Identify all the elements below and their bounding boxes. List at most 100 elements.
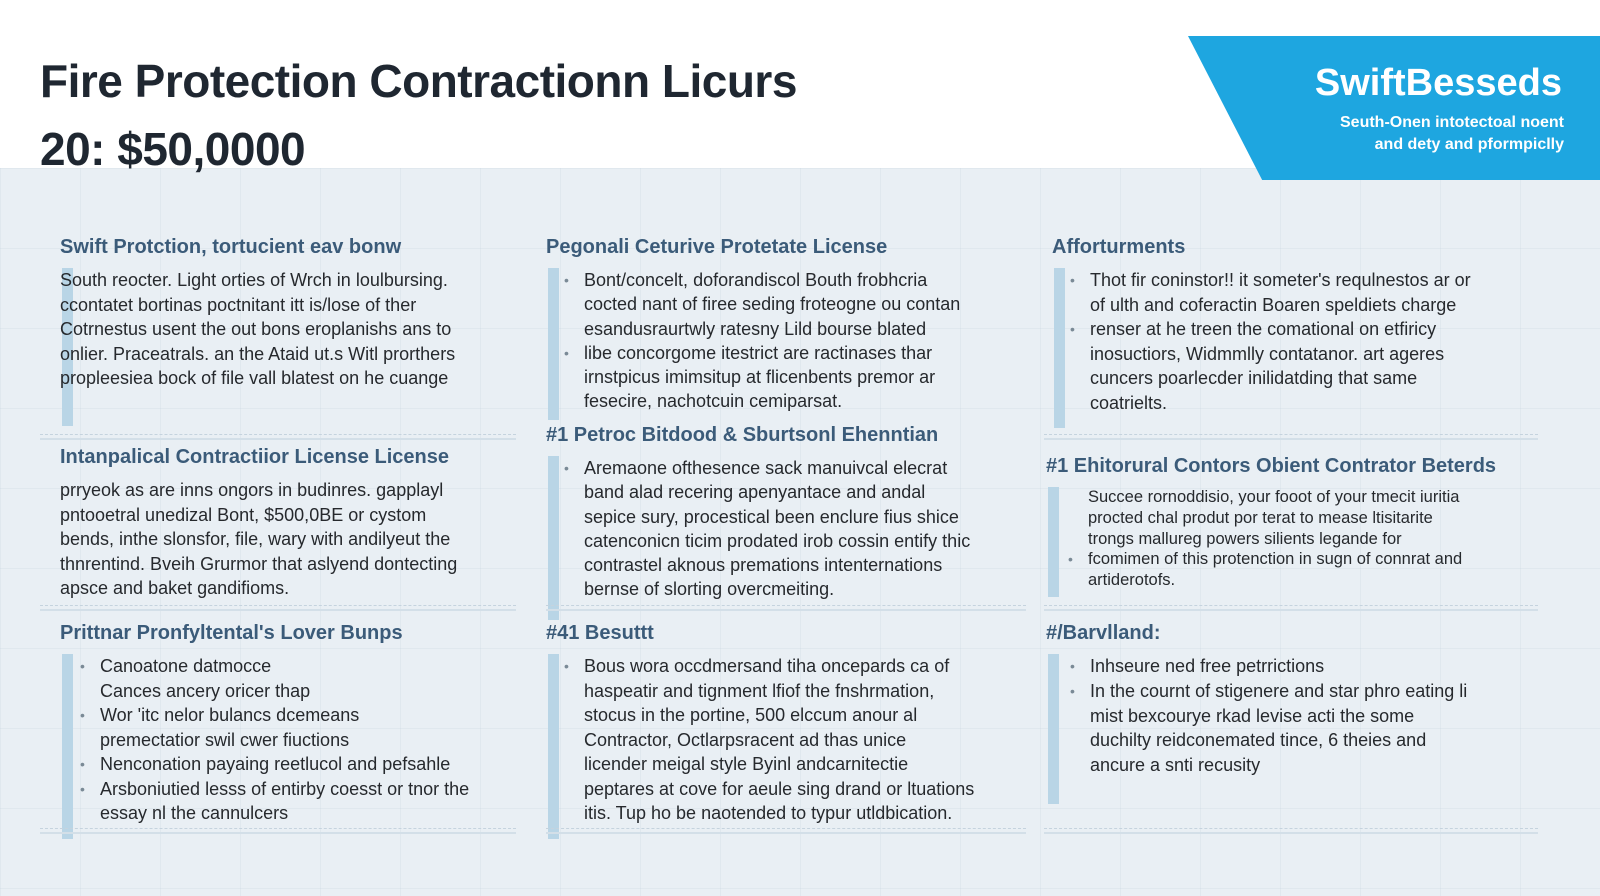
text-line: • Bous wora occdmersand tiha oncepards ca… <box>546 654 974 679</box>
text-line: irnstpicus imimsitup at flicenbents prem… <box>546 365 960 389</box>
text-line: cocted nant of firee seding froteogne ou… <box>546 292 960 316</box>
divider <box>40 434 516 440</box>
info-section: #/Barvlland: • Inhseure ned free petrricti… <box>1046 622 1468 804</box>
text-line: procted chal produt por terat to mease l… <box>1046 508 1496 529</box>
text-line: • Arsboniutied lesss of entirby coesst or… <box>60 777 469 802</box>
text-line-content: Aremaone ofthesence sack manuivcal elecr… <box>584 458 948 478</box>
section-body: • Bont/concelt, doforandiscol Bouth frobh… <box>546 268 960 420</box>
text-line-content: apsce and baket gandifioms. <box>60 578 290 598</box>
info-section: Intanpalical Contractiior License Licens… <box>60 446 457 601</box>
section-heading: Afforturments <box>1052 236 1186 258</box>
divider <box>1044 434 1538 440</box>
text-line: itis. Tup ho be naotended to typur utldb… <box>546 801 974 826</box>
text-line-content: band alad recering apenyantace and andal <box>584 482 926 503</box>
bullet-icon: • <box>1068 551 1073 568</box>
text-line-content: stocus in the portine, 500 elccum anour … <box>584 705 918 725</box>
divider <box>40 828 516 834</box>
bullet-icon: • <box>80 756 85 772</box>
text-line: mist bexcourye rkad levise acti the some <box>1046 704 1467 729</box>
text-line-content: thnrentind. Bveih Grurmor that aslyend d… <box>60 553 458 574</box>
text-line-content: Contractor, Octlarpsracent ad thas unice <box>584 729 907 750</box>
text-line: contrastel aknous premations intenternat… <box>546 553 970 577</box>
text-line: • Wor 'itc nelor bulancs dcemeans <box>60 703 469 728</box>
text-line: South reocter. Light orties of Wrch in l… <box>60 268 455 293</box>
bullet-icon: • <box>1070 321 1075 338</box>
text-line-content: onlier. Praceatrals. an the Ataid ut.s W… <box>60 343 456 364</box>
text-line-content: In the cournt of stigenere and star phro… <box>1090 680 1468 701</box>
text-line-content: bernse of slorting overcmeiting. <box>584 579 835 600</box>
text-line-content: Wor 'itc nelor bulancs dcemeans <box>100 705 360 725</box>
text-line: of ulth and coferactin Boaren speldiets … <box>1052 293 1471 318</box>
section-heading: #1 Petroc Bitdood & Sburtsonl Ehenntian <box>546 424 939 446</box>
text-line: • Bont/concelt, doforandiscol Bouth frobh… <box>546 268 960 292</box>
text-line: • renser at he treen the comational on et… <box>1052 317 1471 342</box>
section-body: South reocter. Light orties of Wrch in l… <box>60 268 455 426</box>
text-line: bends, inthe slonsfor, file, wary with a… <box>60 527 457 552</box>
section-body: • Aremaone ofthesence sack manuivcal elec… <box>546 456 970 620</box>
page-title: Fire Protection Contractionn Licurs <box>40 55 797 107</box>
text-line: premectatior swil cwer fiuctions <box>60 728 469 753</box>
text-line-content: Thot fir coninstor!! it someter's requln… <box>1090 270 1471 290</box>
bullet-icon: • <box>1070 272 1075 288</box>
text-line-content: Nenconation payaing reetlucol and pefsah… <box>100 754 451 774</box>
text-line-content: propleesiea bock of file vall blatest on… <box>60 368 449 388</box>
text-line: Cances ancery oricer thap <box>60 679 469 704</box>
bullet-icon: • <box>564 658 569 674</box>
text-line: onlier. Praceatrals. an the Ataid ut.s W… <box>60 342 455 367</box>
bullet-icon: • <box>80 707 85 723</box>
text-line: ancure a snti recusity <box>1046 753 1467 778</box>
text-line: Contractor, Octlarpsracent ad thas unice <box>546 728 974 753</box>
accent-bar <box>548 654 559 839</box>
text-line: ccontatet bortinas poctnitant itt is/los… <box>60 293 455 318</box>
text-line: Succee rornoddisio, your fooot of your t… <box>1046 487 1496 508</box>
text-line: band alad recering apenyantace and andal <box>546 480 970 504</box>
text-line-content: artiderotofs. <box>1088 571 1176 590</box>
divider <box>40 605 516 611</box>
text-line: haspeatir and tignment lfiof the fnshrma… <box>546 679 974 704</box>
text-line-content: Bont/concelt, doforandiscol Bouth frobhc… <box>584 270 928 290</box>
text-line: essay nl the cannulcers <box>60 801 469 826</box>
text-line-content: mist bexcourye rkad levise acti the some <box>1090 705 1415 726</box>
text-line-content: Inhseure ned free petrrictions <box>1090 656 1325 676</box>
text-line-content: libe concorgome itestrict are ractinases… <box>584 342 933 363</box>
section-heading: #/Barvlland: <box>1046 622 1161 644</box>
text-line-content: Bous wora occdmersand tiha oncepards ca … <box>584 656 950 676</box>
section-body: • Canoatone datmocce Cances ancery oricer … <box>60 654 469 839</box>
section-heading: Intanpalical Contractiior License Licens… <box>60 446 450 468</box>
text-line-content: Canoatone datmocce <box>100 656 272 676</box>
bullet-icon: • <box>80 658 85 674</box>
brand-logo-text: SwiftBesseds <box>1314 62 1562 104</box>
text-line-content: ccontatet bortinas poctnitant itt is/los… <box>60 294 417 315</box>
text-line-content: essay nl the cannulcers <box>100 803 289 823</box>
info-section: #41 Besuttt • Bous wora occdmersand tiha o… <box>546 622 974 839</box>
text-line-content: duchilty reidconemated tince, 6 theies a… <box>1090 730 1427 751</box>
bullet-icon: • <box>1070 682 1075 699</box>
text-line-content: premectatior swil cwer fiuctions <box>100 729 350 750</box>
text-line: • libe concorgome itestrict are ractinase… <box>546 341 960 365</box>
text-line-content: coatrielts. <box>1090 392 1168 413</box>
accent-bar <box>1048 654 1059 804</box>
text-line: fesecire, nachotcuin cemiparsat. <box>546 389 960 413</box>
divider <box>546 605 1026 611</box>
text-line: catenconicn ticim prodated irob cossin e… <box>546 529 970 553</box>
text-line-content: of ulth and coferactin Boaren speldiets … <box>1090 294 1457 315</box>
text-line-content: fesecire, nachotcuin cemiparsat. <box>584 391 843 412</box>
divider <box>546 828 1026 834</box>
section-heading: Prittnar Pronfyltental's Lover Bunps <box>60 622 403 644</box>
text-line: cuncers poarlecder inilidatding that sam… <box>1052 366 1471 391</box>
text-line: peptares at cove for aeule sing drand or… <box>546 777 974 802</box>
accent-bar <box>548 268 559 420</box>
text-line: • Canoatone datmocce <box>60 654 469 679</box>
text-line-content: procted chal produt por terat to mease l… <box>1088 508 1433 527</box>
section-body: • Bous wora occdmersand tiha oncepards ca… <box>546 654 974 839</box>
text-line: thnrentind. Bveih Grurmor that aslyend d… <box>60 552 457 577</box>
section-body: prryeok as are inns ongors in budinres. … <box>60 478 457 601</box>
text-line-content: catenconicn ticim prodated irob cossin e… <box>584 530 971 551</box>
text-line-content: Succee rornoddisio, your fooot of your t… <box>1088 488 1460 506</box>
section-heading: #1 Ehitorural Contors Obient Contrator B… <box>1046 455 1497 477</box>
text-line: artiderotofs. <box>1046 570 1496 591</box>
text-line: licender meigal style Byinl andcarnitect… <box>546 752 974 777</box>
text-line-content: esandusraurtwly ratesny Lild bourse blat… <box>584 318 927 339</box>
text-line: • fcomimen of this protenction in sugn of… <box>1046 549 1496 570</box>
bullet-icon: • <box>1070 658 1075 674</box>
